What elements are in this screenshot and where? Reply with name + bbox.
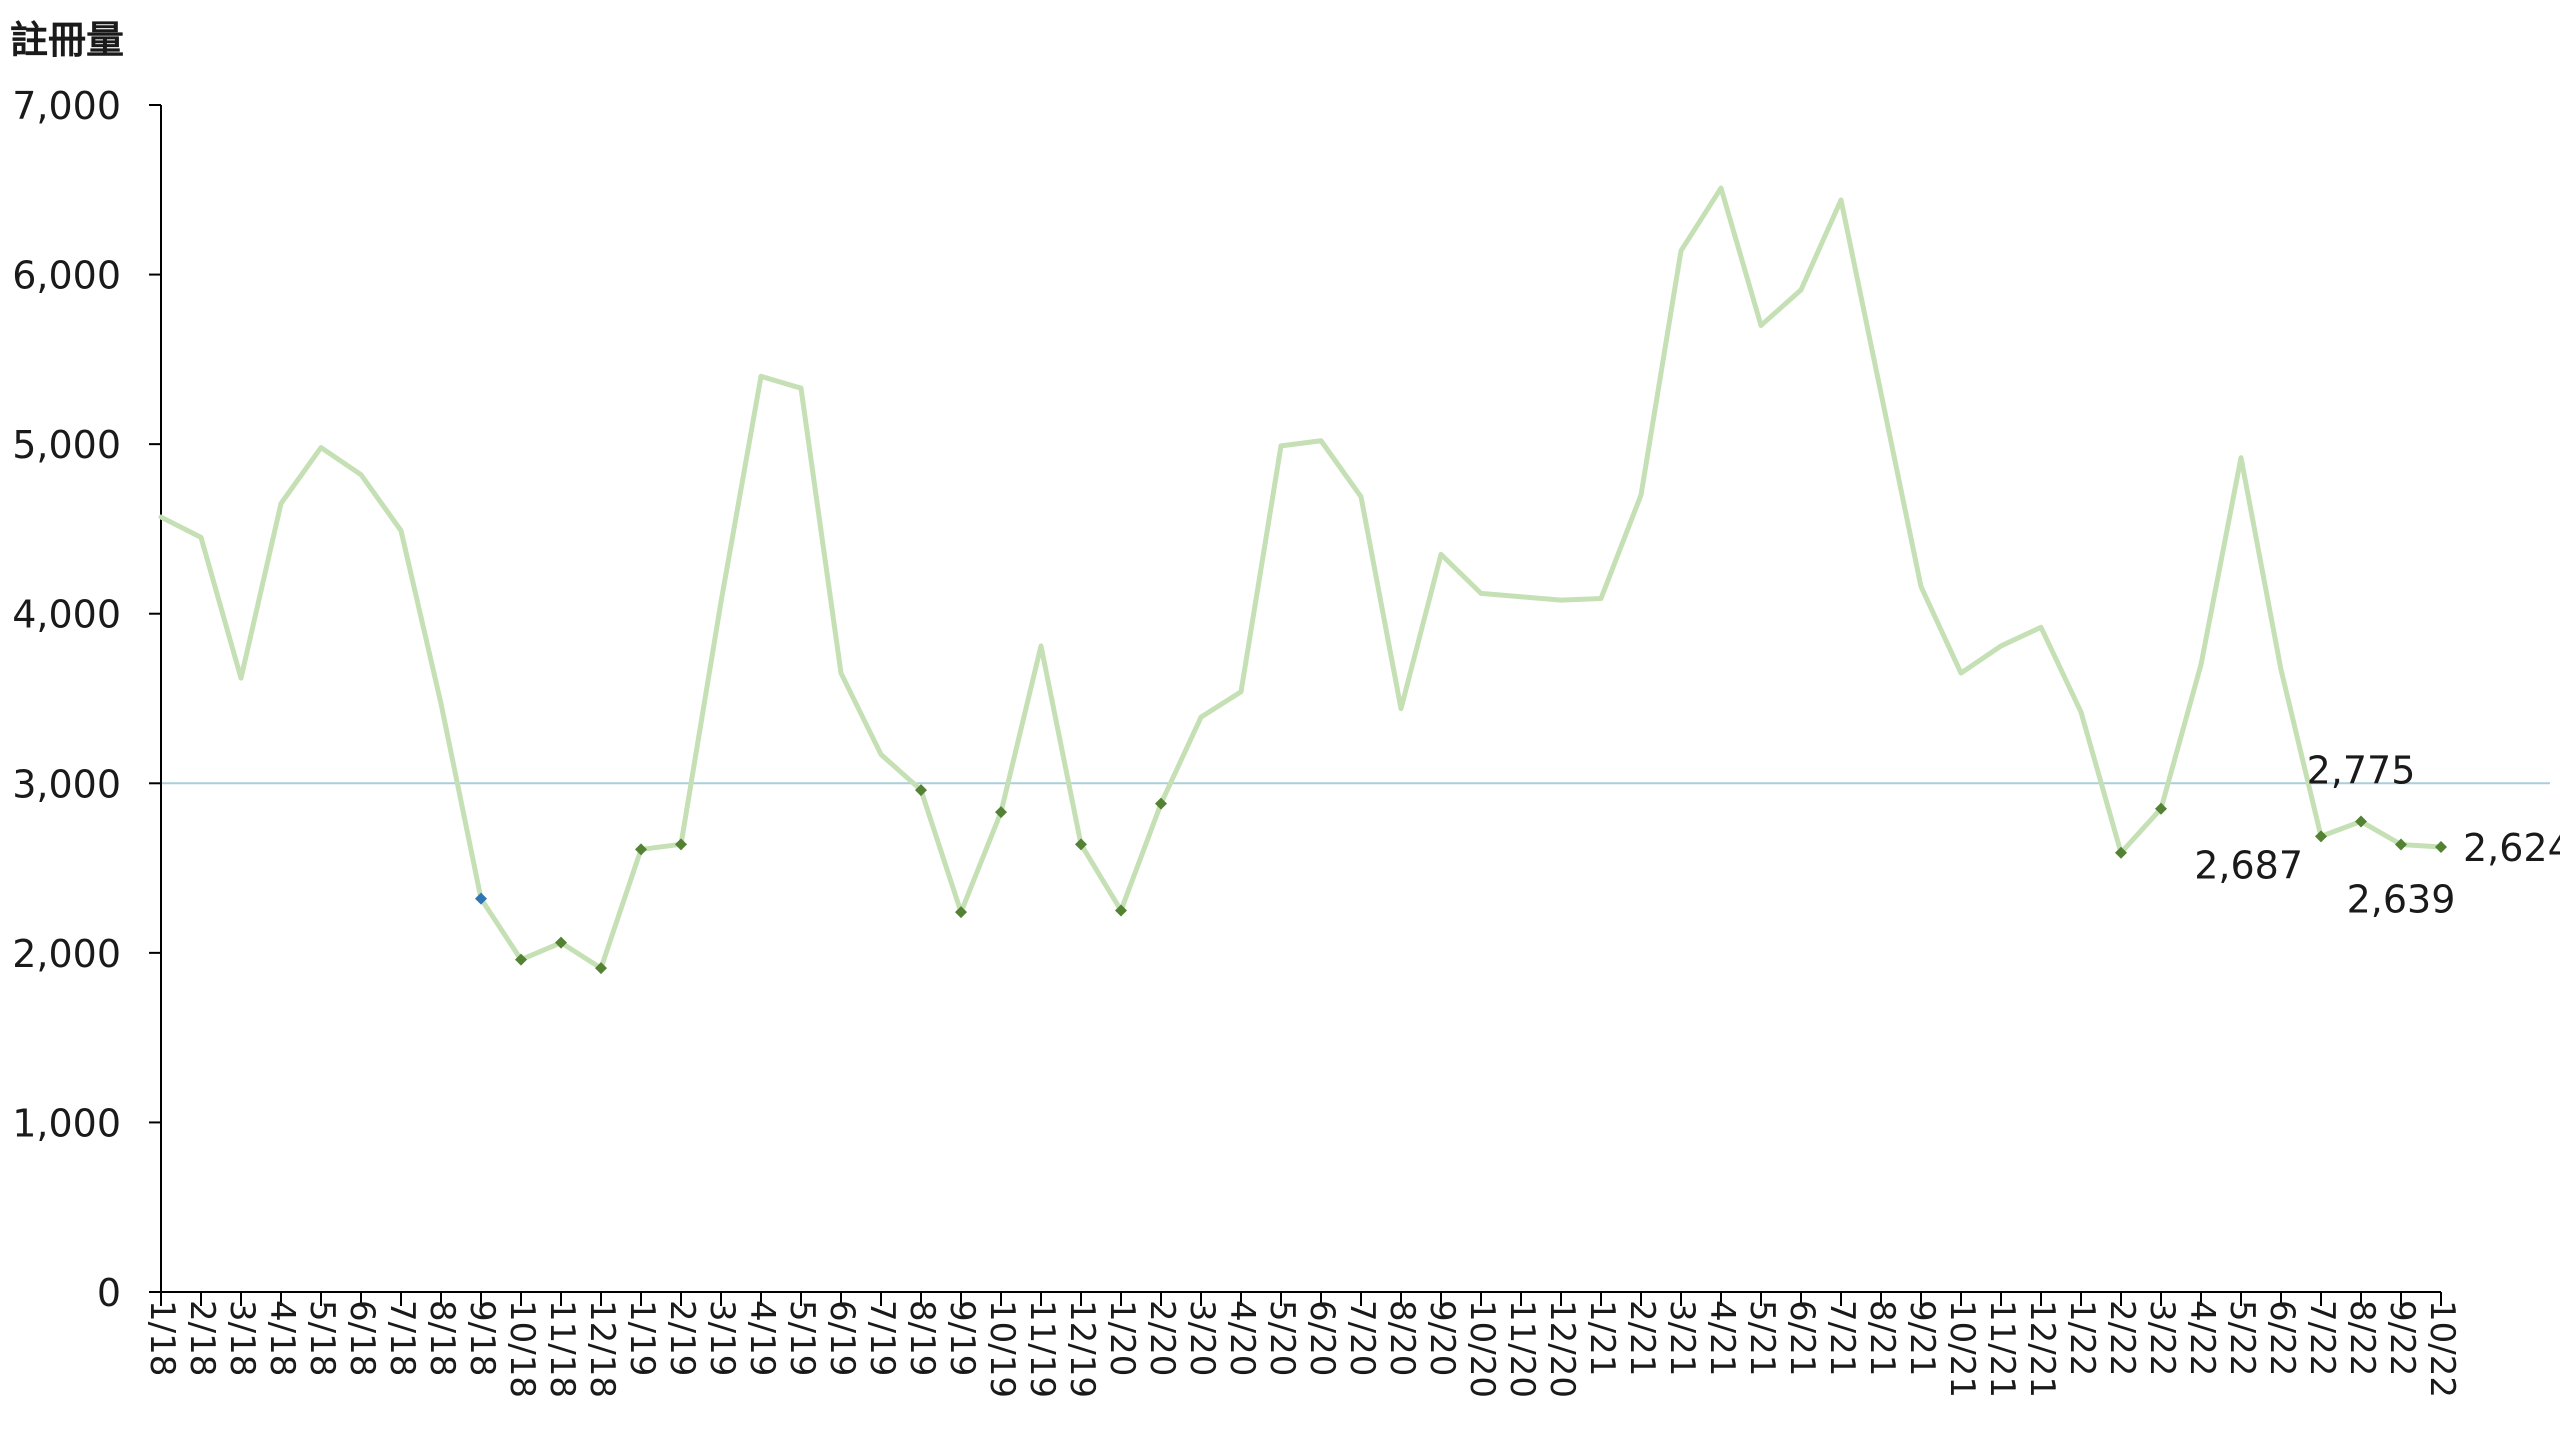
x-tick-label: 9/19	[942, 1300, 982, 1376]
x-tick-label: 3/21	[1662, 1300, 1702, 1376]
x-tick-label: 4/19	[742, 1300, 782, 1376]
series-line	[158, 185, 2444, 971]
y-tick-label: 5,000	[12, 423, 121, 467]
x-tick-label: 10/22	[2422, 1300, 2462, 1398]
x-tick-label: 2/21	[1622, 1300, 1662, 1376]
x-tick-label: 2/18	[182, 1300, 222, 1376]
data-point-marker	[2435, 841, 2447, 854]
data-point-marker	[955, 906, 967, 919]
x-tick-label: 1/21	[1582, 1300, 1622, 1376]
y-tick-label: 0	[97, 1271, 121, 1315]
x-tick-label: 2/20	[1142, 1300, 1182, 1376]
x-tick-label: 5/20	[1262, 1300, 1302, 1376]
x-tick-label: 6/20	[1302, 1300, 1342, 1376]
x-tick-label: 11/19	[1022, 1300, 1062, 1398]
data-point-marker	[1155, 797, 1167, 810]
data-point-marker	[515, 953, 527, 966]
y-axis-title: 註冊量	[10, 18, 124, 62]
x-tick-label: 6/21	[1782, 1300, 1822, 1376]
x-tick-label: 3/18	[222, 1300, 262, 1376]
data-label: 2,775	[2307, 748, 2416, 792]
x-tick-label: 10/21	[1942, 1300, 1982, 1398]
x-tick-label: 1/20	[1102, 1300, 1142, 1376]
y-tick-label: 1,000	[12, 1101, 121, 1145]
x-tick-label: 6/18	[342, 1300, 382, 1376]
x-tick-label: 4/22	[2182, 1300, 2222, 1376]
y-tick-label: 6,000	[12, 254, 121, 298]
x-tick-label: 5/21	[1742, 1300, 1782, 1376]
x-tick-label: 6/19	[822, 1300, 862, 1376]
x-tick-label: 8/21	[1862, 1300, 1902, 1376]
data-point-marker	[2155, 802, 2167, 815]
x-tick-label: 2/19	[662, 1300, 702, 1376]
x-tick-label: 3/22	[2142, 1300, 2182, 1376]
x-tick-label: 2/22	[2102, 1300, 2142, 1376]
x-tick-label: 10/19	[982, 1300, 1022, 1398]
x-tick-label: 4/21	[1702, 1300, 1742, 1376]
x-tick-label: 6/22	[2262, 1300, 2302, 1376]
y-tick-label: 7,000	[12, 84, 121, 128]
data-point-marker	[1075, 838, 1087, 851]
x-tick-label: 8/20	[1382, 1300, 1422, 1376]
data-point-marker	[595, 962, 607, 975]
x-tick-label: 10/20	[1462, 1300, 1502, 1398]
data-label: 2,624	[2463, 826, 2560, 870]
x-tick-label: 10/18	[502, 1300, 542, 1398]
data-point-marker	[2115, 846, 2127, 859]
x-tick-label: 1/22	[2062, 1300, 2102, 1376]
y-tick-label: 3,000	[12, 762, 121, 806]
data-point-marker	[915, 784, 927, 797]
x-tick-label: 7/18	[382, 1300, 422, 1376]
data-point-marker	[635, 843, 647, 856]
x-tick-label: 8/22	[2342, 1300, 2382, 1376]
x-tick-label: 11/18	[542, 1300, 582, 1398]
x-tick-label: 11/21	[1982, 1300, 2022, 1398]
data-point-marker	[2395, 838, 2407, 851]
x-tick-label: 12/20	[1542, 1300, 1582, 1398]
x-tick-label: 8/18	[422, 1300, 462, 1376]
x-tick-label: 7/22	[2302, 1300, 2342, 1376]
x-tick-label: 9/22	[2382, 1300, 2422, 1376]
data-point-marker	[2355, 815, 2367, 828]
x-tick-label: 9/21	[1902, 1300, 1942, 1376]
x-tick-label: 4/18	[262, 1300, 302, 1376]
x-tick-label: 12/19	[1062, 1300, 1102, 1398]
y-tick-label: 4,000	[12, 593, 121, 637]
x-tick-label: 7/20	[1342, 1300, 1382, 1376]
data-point-marker	[675, 838, 687, 851]
x-tick-label: 5/19	[782, 1300, 822, 1376]
y-tick-label: 2,000	[12, 932, 121, 976]
x-tick-label: 12/18	[582, 1300, 622, 1398]
x-tick-label: 5/18	[302, 1300, 342, 1376]
data-point-marker	[555, 936, 567, 949]
data-point-marker	[475, 892, 487, 905]
data-label: 2,687	[2194, 843, 2303, 887]
x-tick-label: 12/21	[2022, 1300, 2062, 1398]
x-tick-label: 3/20	[1182, 1300, 1222, 1376]
x-tick-label: 7/21	[1822, 1300, 1862, 1376]
data-point-marker	[1115, 904, 1127, 917]
data-point-marker	[2315, 830, 2327, 843]
x-tick-label: 5/22	[2222, 1300, 2262, 1376]
x-tick-label: 9/20	[1422, 1300, 1462, 1376]
x-tick-label: 7/19	[862, 1300, 902, 1376]
data-point-marker	[995, 806, 1007, 819]
x-tick-label: 1/19	[622, 1300, 662, 1376]
x-tick-label: 3/19	[702, 1300, 742, 1376]
x-tick-label: 1/18	[142, 1300, 182, 1376]
x-tick-label: 8/19	[902, 1300, 942, 1376]
x-tick-label: 9/18	[462, 1300, 502, 1376]
data-label: 2,639	[2347, 878, 2456, 922]
x-tick-label: 4/20	[1222, 1300, 1262, 1376]
x-tick-label: 11/20	[1502, 1300, 1542, 1398]
